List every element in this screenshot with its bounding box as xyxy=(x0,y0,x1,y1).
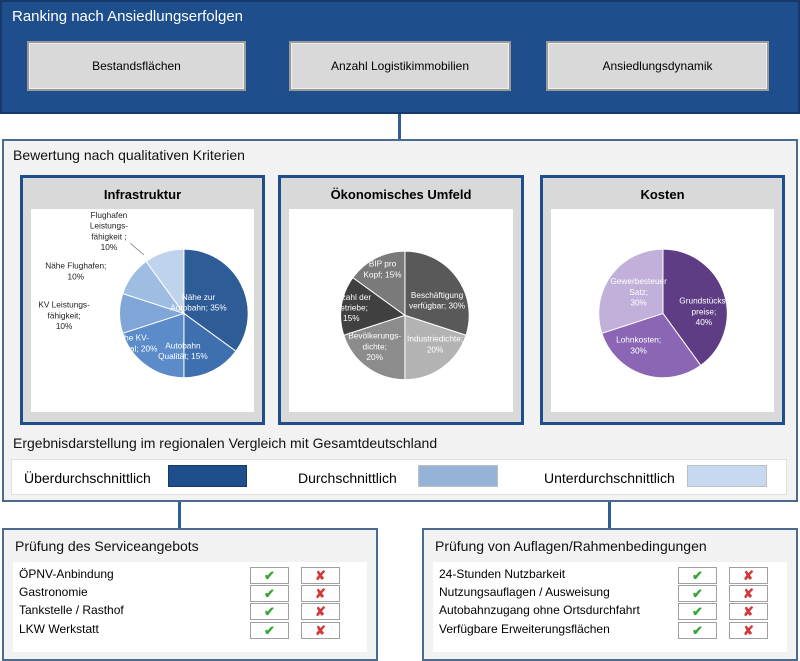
pie-slice-label: Grundstücks-preise; 40% xyxy=(679,297,728,327)
connector-line-right xyxy=(608,502,611,528)
logistikimmobilien-box[interactable]: Anzahl Logistikimmobilien xyxy=(289,41,511,91)
pie-slice xyxy=(404,250,470,336)
check-icon[interactable]: ✔ xyxy=(678,603,717,620)
pie-slice-label: Nähe Flughafen; 10% xyxy=(45,262,106,282)
check-icon[interactable]: ✔ xyxy=(250,622,289,639)
kosten-card: Kosten Grundstücks-preise; 40% Lohnkosten;… xyxy=(540,175,785,425)
pie-slice-label: Gewerbesteuer Satz; 30% xyxy=(610,277,667,307)
cross-icon[interactable]: ✘ xyxy=(729,567,768,584)
cross-icon[interactable]: ✘ xyxy=(301,603,340,620)
service-row: ÖPNV-Anbindung ✔ ✘ xyxy=(13,566,367,584)
pie-slice xyxy=(183,312,237,379)
infrastruktur-chart: Nähe zur Autobahn; 35% Autobahn Qualität; 1… xyxy=(31,209,254,412)
check-icon[interactable]: ✔ xyxy=(250,567,289,584)
pie-slice-label: Beschäftigung verfügbar; 30% xyxy=(409,291,466,311)
pie-slice xyxy=(404,314,467,381)
legend-label-above: Überdurchschnittlich xyxy=(24,470,151,486)
infrastruktur-card: Infrastruktur Nähe zur Autobahn; 35% Autob… xyxy=(20,175,265,425)
kosten-title: Kosten xyxy=(640,187,685,202)
check-icon[interactable]: ✔ xyxy=(678,567,717,584)
qualitative-title: Bewertung nach qualitativen Kriterien xyxy=(13,147,245,163)
service-list: ÖPNV-Anbindung ✔ ✘ Gastronomie ✔ ✘ Tanks… xyxy=(13,562,367,652)
cross-icon[interactable]: ✘ xyxy=(301,585,340,602)
conditions-row: 24-Stunden Nutzbarkeit ✔ ✘ xyxy=(433,566,787,584)
pie-slice-label: Flughafen Leistungs-fähigkeit ; 10% xyxy=(90,211,128,252)
check-icon[interactable]: ✔ xyxy=(250,585,289,602)
pie-slice-label: Bevölkerungs-dichte; 20% xyxy=(348,332,401,362)
cross-icon[interactable]: ✘ xyxy=(729,622,768,639)
pie-slice xyxy=(601,312,702,379)
conditions-row: Verfügbare Erweiterungsflächen ✔ ✘ xyxy=(433,621,787,639)
conditions-label: Autobahnzugang ohne Ortsdurchfahrt xyxy=(439,603,640,617)
pie-slice-label: Lohnkosten; 30% xyxy=(616,336,661,356)
pie-slice xyxy=(343,314,406,381)
kosten-pie: Grundstücks-preise; 40% Lohnkosten; 30% Gewe… xyxy=(598,248,729,379)
infrastruktur-title: Infrastruktur xyxy=(103,187,182,202)
legend-swatch-below xyxy=(687,465,767,487)
legend-swatch-above xyxy=(168,465,247,487)
oekonomisches-umfeld-pie: Beschäftigung verfügbar; 30% Industriedich… xyxy=(332,250,470,381)
connector-line-left xyxy=(178,502,181,528)
result-title: Ergebnisdarstellung im regionalen Vergle… xyxy=(13,435,438,451)
bestandsflaechen-box[interactable]: Bestandsflächen xyxy=(27,41,246,91)
conditions-row: Autobahnzugang ohne Ortsdurchfahrt ✔ ✘ xyxy=(433,602,787,620)
service-label: ÖPNV-Anbindung xyxy=(19,567,114,581)
service-label: Gastronomie xyxy=(19,585,88,599)
service-label: Tankstelle / Rasthof xyxy=(19,603,124,617)
pie-slice xyxy=(352,250,406,317)
pie-slice-label: Nähe zur Autobahn; 35% xyxy=(170,293,227,313)
conditions-title: Prüfung von Auflagen/Rahmenbedingungen xyxy=(435,538,707,554)
legend-swatch-average xyxy=(418,465,498,487)
check-icon[interactable]: ✔ xyxy=(678,622,717,639)
connector-line xyxy=(398,114,401,139)
label-leader-line xyxy=(130,243,145,256)
service-label: LKW Werkstatt xyxy=(19,622,99,636)
pie-slice xyxy=(145,248,185,315)
pie-slice xyxy=(340,276,406,336)
pie-slice xyxy=(122,312,185,379)
legend-label-below: Unterdurchschnittlich xyxy=(544,470,675,486)
service-row: Tankstelle / Rasthof ✔ ✘ xyxy=(13,602,367,620)
cross-icon[interactable]: ✘ xyxy=(301,567,340,584)
pie-slice xyxy=(598,248,664,334)
pie-slice-label: BIP pro Kopf; 15% xyxy=(363,260,402,280)
conditions-row: Nutzungsauflagen / Ausweisung ✔ ✘ xyxy=(433,584,787,602)
conditions-list: 24-Stunden Nutzbarkeit ✔ ✘ Nutzungsaufla… xyxy=(433,562,787,652)
pie-slice xyxy=(662,248,728,367)
cross-icon[interactable]: ✘ xyxy=(301,622,340,639)
conditions-panel: Prüfung von Auflagen/Rahmenbedingungen 2… xyxy=(422,528,798,661)
pie-slice-label: KV Leistungs-fähigkeit; 10% xyxy=(38,301,90,331)
conditions-label: 24-Stunden Nutzbarkeit xyxy=(439,567,566,581)
ranking-title: Ranking nach Ansiedlungserfolgen xyxy=(12,8,243,25)
conditions-label: Nutzungsauflagen / Ausweisung xyxy=(439,585,610,599)
pie-slice-label: Industriedichte; 20% xyxy=(407,335,463,355)
pie-slice-label: Autobahn Qualität; 15% xyxy=(158,341,208,361)
check-icon[interactable]: ✔ xyxy=(678,585,717,602)
cross-icon[interactable]: ✘ xyxy=(729,603,768,620)
service-title: Prüfung des Serviceangebots xyxy=(15,538,199,554)
ansiedlungsdynamik-box[interactable]: Ansiedlungsdynamik xyxy=(546,41,769,91)
service-panel: Prüfung des Serviceangebots ÖPNV-Anbindu… xyxy=(2,528,378,661)
infrastruktur-pie: Nähe zur Autobahn; 35% Autobahn Qualität; 1… xyxy=(38,211,249,379)
service-row: LKW Werkstatt ✔ ✘ xyxy=(13,621,367,639)
pie-slice-label: Anzahl der Betriebe; 15% xyxy=(332,293,372,323)
oekonomisches-umfeld-chart: Beschäftigung verfügbar; 30% Industriedich… xyxy=(289,209,513,412)
oekonomisches-umfeld-card: Ökonomisches Umfeld Beschäftigung verfügb… xyxy=(278,175,524,425)
service-row: Gastronomie ✔ ✘ xyxy=(13,584,367,602)
pie-slice-label: Nähe KV-Terminal; 20% xyxy=(105,334,158,354)
pie-slice xyxy=(183,248,249,352)
legend-bar xyxy=(11,459,787,495)
conditions-label: Verfügbare Erweiterungsflächen xyxy=(439,622,610,636)
oekonomisches-umfeld-title: Ökonomisches Umfeld xyxy=(330,187,472,202)
cross-icon[interactable]: ✘ xyxy=(729,585,768,602)
legend-label-average: Durchschnittlich xyxy=(298,470,397,486)
check-icon[interactable]: ✔ xyxy=(250,603,289,620)
kosten-chart: Grundstücks-preise; 40% Lohnkosten; 30% Gewe… xyxy=(551,209,774,412)
